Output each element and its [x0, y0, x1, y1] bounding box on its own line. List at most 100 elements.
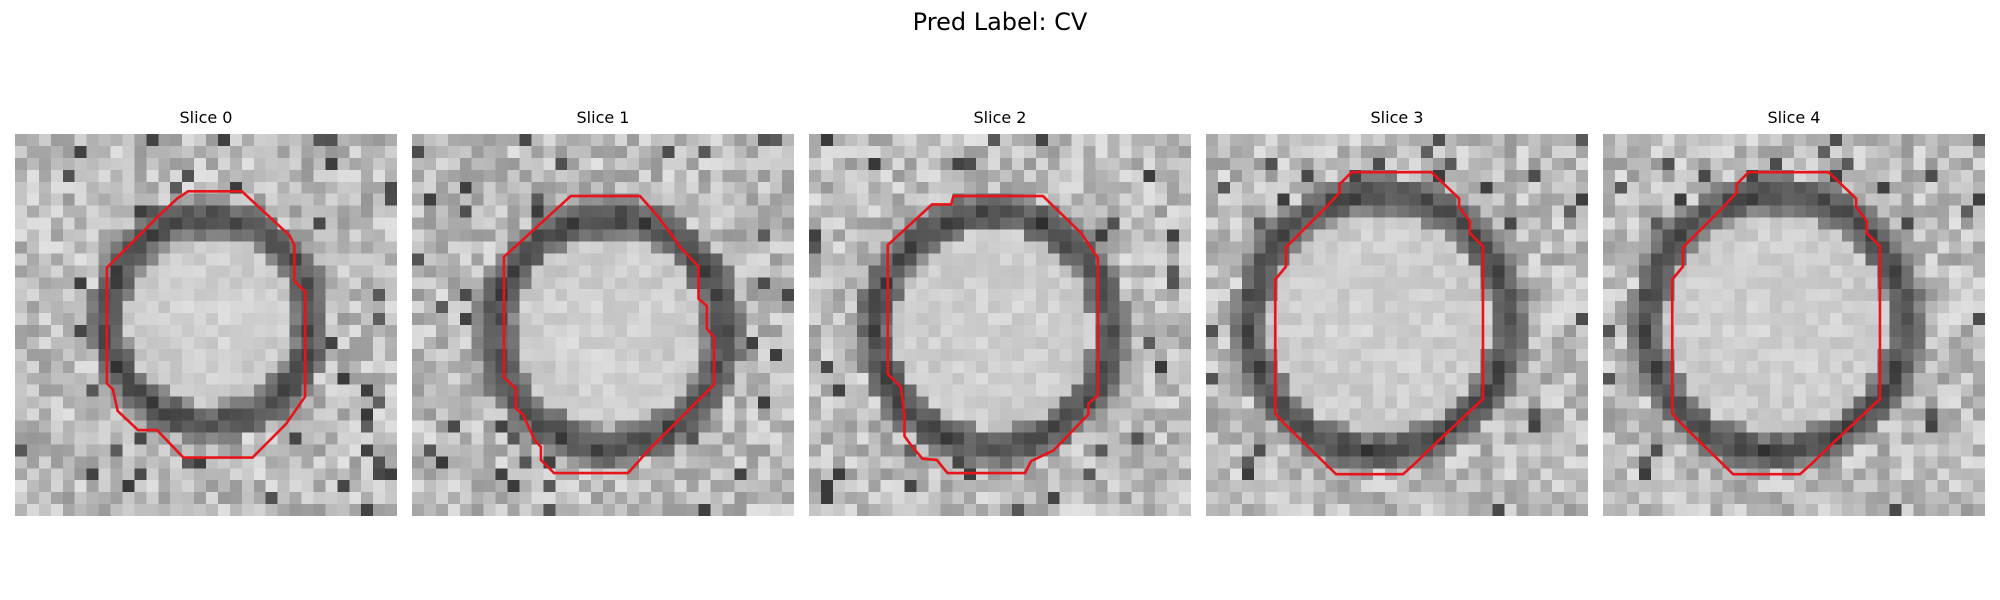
slice-pixel	[1385, 432, 1397, 444]
slice-pixel	[313, 421, 325, 433]
slice-pixel	[1528, 432, 1540, 444]
slice-pixel	[1048, 253, 1060, 265]
slice-pixel	[1540, 170, 1552, 182]
slice-pixel	[1615, 194, 1627, 206]
slice-pixel	[1854, 301, 1866, 313]
slice-pixel	[1325, 432, 1337, 444]
slice-pixel	[1540, 373, 1552, 385]
slice-pixel	[1072, 337, 1084, 349]
slice-pixel	[1242, 444, 1254, 456]
slice-pixel	[1699, 421, 1711, 433]
slice-pixel	[1481, 230, 1493, 242]
slice-pixel	[988, 230, 1000, 242]
slice-pixel	[27, 170, 39, 182]
slice-pixel	[833, 158, 845, 170]
slice-pixel	[39, 230, 51, 242]
slice-pixel	[734, 361, 746, 373]
slice-pixel	[302, 230, 314, 242]
slice-pixel	[182, 337, 194, 349]
slice-pixel	[496, 301, 508, 313]
slice-pixel	[1552, 409, 1564, 421]
slice-pixel	[1663, 182, 1675, 194]
slice-pixel	[615, 301, 627, 313]
slice-pixel	[1516, 456, 1528, 468]
slice-pixel	[194, 373, 206, 385]
slice-pixel	[496, 397, 508, 409]
slice-pixel	[1179, 289, 1191, 301]
slice-pixel	[349, 301, 361, 313]
slice-pixel	[710, 253, 722, 265]
slice-pixel	[146, 253, 158, 265]
slice-pixel	[603, 361, 615, 373]
slice-pixel	[893, 492, 905, 504]
slice-pixel	[1036, 397, 1048, 409]
slice-pixel	[1675, 146, 1687, 158]
slice-pixel	[508, 421, 520, 433]
slice-pixel	[857, 289, 869, 301]
slice-pixel	[1746, 277, 1758, 289]
slice-pixel	[1615, 146, 1627, 158]
slice-pixel	[1024, 265, 1036, 277]
slice-pixel	[1504, 409, 1516, 421]
slice-pixel	[1651, 337, 1663, 349]
slice-pixel	[940, 134, 952, 146]
slice-pixel	[99, 432, 111, 444]
slice-pixel	[1361, 444, 1373, 456]
slice-pixel	[905, 289, 917, 301]
slice-pixel	[1278, 218, 1290, 230]
slice-pixel	[122, 170, 134, 182]
slice-pixel	[663, 504, 675, 516]
slice-pixel	[170, 158, 182, 170]
slice-pixel	[591, 373, 603, 385]
slice-pixel	[1206, 397, 1218, 409]
slice-pixel	[1710, 194, 1722, 206]
slice-pixel	[976, 349, 988, 361]
slice-pixel	[1060, 349, 1072, 361]
slice-pixel	[928, 230, 940, 242]
slice-pixel	[782, 373, 794, 385]
slice-pixel	[1206, 349, 1218, 361]
slice-pixel	[821, 289, 833, 301]
slice-pixel	[1397, 421, 1409, 433]
slice-pixel	[1925, 289, 1937, 301]
slice-pixel	[1072, 170, 1084, 182]
slice-pixel	[75, 230, 87, 242]
slice-pixel	[627, 289, 639, 301]
slice-pixel	[194, 397, 206, 409]
slice-pixel	[1925, 158, 1937, 170]
slice-pixel	[928, 337, 940, 349]
slice-pixel	[1866, 325, 1878, 337]
slice-pixel	[349, 206, 361, 218]
slice-pixel	[579, 385, 591, 397]
slice-pixel	[1528, 373, 1540, 385]
slice-pixel	[39, 325, 51, 337]
slice-pixel	[218, 313, 230, 325]
slice-pixel	[1397, 241, 1409, 253]
slice-pixel	[1937, 194, 1949, 206]
slice-pixel	[1866, 158, 1878, 170]
slice-pixel	[349, 170, 361, 182]
slice-pixel	[1107, 313, 1119, 325]
slice-pixel	[1615, 241, 1627, 253]
slice-pixel	[1734, 337, 1746, 349]
slice-pixel	[134, 241, 146, 253]
slice-pixel	[1278, 361, 1290, 373]
slice-pixel	[1552, 158, 1564, 170]
slice-pixel	[1866, 289, 1878, 301]
slice-pixel	[663, 206, 675, 218]
slice-pixel	[1842, 265, 1854, 277]
slice-pixel	[1024, 134, 1036, 146]
slice-pixel	[1949, 385, 1961, 397]
slice-pixel	[1048, 456, 1060, 468]
slice-pixel	[158, 158, 170, 170]
slice-pixel	[531, 313, 543, 325]
slice-pixel	[1758, 325, 1770, 337]
slice-pixel	[615, 158, 627, 170]
slice-pixel	[1218, 218, 1230, 230]
slice-pixel	[1155, 265, 1167, 277]
slice-pixel	[952, 134, 964, 146]
slice-pixel	[603, 397, 615, 409]
slice-pixel	[349, 146, 361, 158]
slice-pixel	[1854, 397, 1866, 409]
slice-pixel	[881, 170, 893, 182]
